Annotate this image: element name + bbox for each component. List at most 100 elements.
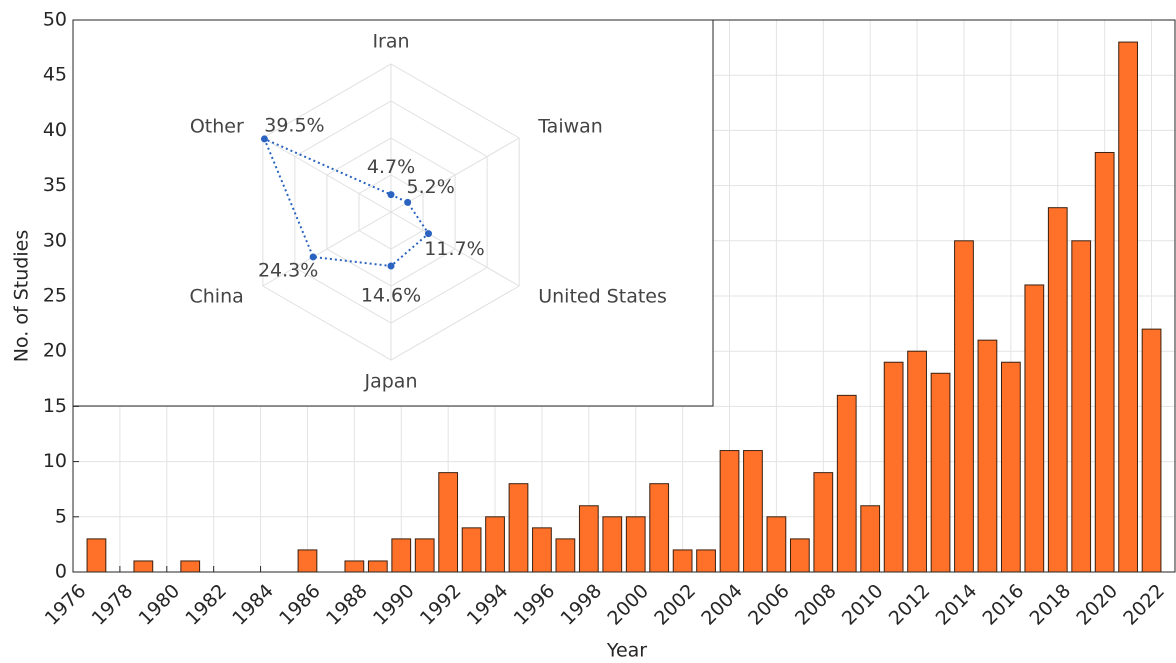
bar [977,339,998,573]
radar-point [424,230,432,238]
bar [836,394,857,573]
bar [1094,151,1115,573]
y-tick-label: 10 [43,450,67,472]
category-label: Japan [364,371,418,393]
x-tick-label: 1988 [322,580,372,630]
radar-point [404,198,412,206]
bar [86,538,107,573]
y-tick-label: 0 [55,561,67,583]
bar [133,560,154,573]
bar [391,538,412,573]
bar [485,516,505,573]
x-tick-label: 2002 [650,580,700,630]
x-tick-label: 1996 [510,580,560,630]
data-label: 24.3% [258,259,318,281]
data-label: 14.6% [361,285,421,307]
radar-point [387,191,395,199]
x-tick-label: 1992 [416,580,466,630]
x-tick-label: 1998 [557,580,607,630]
bar [578,505,599,573]
bar [1141,328,1162,573]
bar [789,538,810,573]
radar-point [260,135,268,143]
bar [344,560,365,573]
category-label: United States [538,286,667,308]
bar [461,527,482,573]
x-tick-label: 2014 [932,580,982,630]
bar [860,505,881,573]
radar-point [387,262,395,270]
spoke [390,137,520,213]
bar [1000,361,1021,573]
bar [555,538,576,573]
bar [696,549,716,573]
bar [743,450,763,573]
bar [649,483,670,573]
x-tick-label: 2000 [603,580,653,630]
x-tick-label: 2012 [885,580,935,630]
bar [414,538,435,573]
x-tick-label: 1986 [275,580,325,630]
bar [1024,284,1045,573]
bar [625,516,646,573]
category-label: Taiwan [537,116,603,138]
bar [813,472,834,573]
y-tick-label: 15 [43,395,67,417]
x-tick-label: 1994 [463,580,513,630]
bar [672,549,693,573]
y-axis-label: No. of Studies [11,230,33,362]
spoke [262,137,392,213]
bar [1047,207,1068,573]
x-tick-label: 2016 [979,580,1029,630]
x-axis-label: Year [606,640,647,662]
x-tick-label: 2018 [1025,580,1075,630]
bar [508,483,529,573]
data-label: 4.7% [367,156,415,178]
bar [766,516,787,573]
x-tick-label: 1990 [369,580,419,630]
bar [438,472,459,573]
x-tick-label: 1984 [228,580,278,630]
data-label: 11.7% [424,238,484,260]
y-tick-label: 35 [43,174,67,196]
bar [180,560,201,573]
bar [954,240,974,573]
category-label: Other [190,116,244,138]
x-tick-label: 2020 [1072,580,1122,630]
bar [719,450,740,573]
bar [907,350,927,573]
bar [602,516,623,573]
y-tick-label: 40 [43,119,67,141]
bar [1118,41,1138,573]
bar [297,549,318,573]
bar [883,361,904,573]
y-tick-label: 45 [43,64,67,86]
y-tick-label: 30 [43,229,67,251]
x-tick-label: 2008 [791,580,841,630]
x-tick-label: 1980 [134,580,184,630]
x-tick-label: 1976 [41,580,91,630]
bar [930,372,951,573]
y-tick-label: 25 [43,285,67,307]
bar [367,560,388,573]
radar: Iran Taiwan United States Japan China Other 4.… [189,31,666,393]
bar [532,527,552,573]
bar [1071,240,1092,573]
x-tick-label: 2022 [1119,580,1169,630]
spoke [262,211,392,287]
y-tick-label: 50 [43,9,67,31]
category-label: Iran [372,31,409,53]
y-tick-label: 20 [43,340,67,362]
x-tick-label: 2006 [744,580,794,630]
data-label: 5.2% [407,176,455,198]
data-label: 39.5% [264,114,324,136]
x-tick-label: 1978 [88,580,138,630]
y-tick-label: 5 [55,505,67,527]
category-label: China [189,286,243,308]
radar-point [309,253,317,261]
x-tick-label: 2004 [697,580,747,630]
spoke [390,211,520,287]
x-tick-label: 2010 [838,580,888,630]
x-tick-label: 1982 [181,580,231,630]
